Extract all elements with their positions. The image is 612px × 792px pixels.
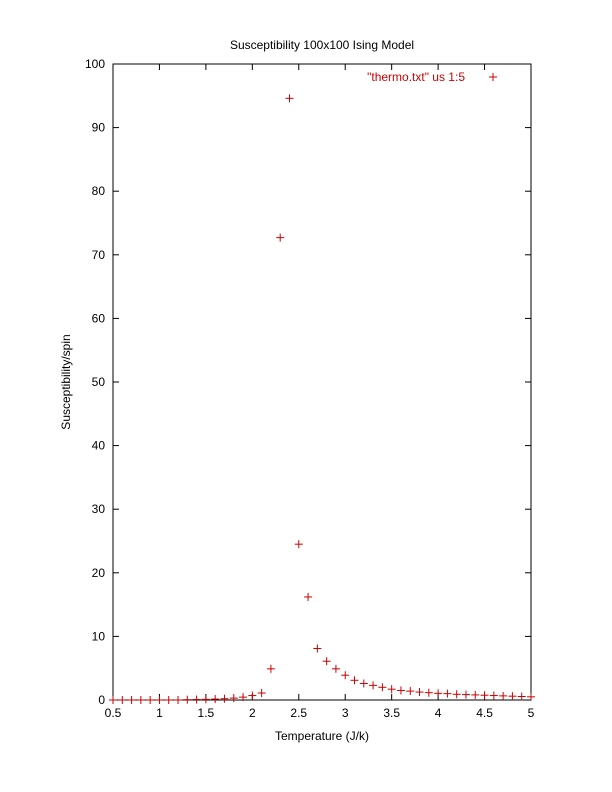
- x-tick-label: 2.5: [290, 706, 307, 720]
- data-point: [378, 683, 387, 692]
- data-point: [220, 694, 229, 703]
- x-tick-label: 0.5: [105, 706, 122, 720]
- data-point: [229, 694, 238, 703]
- data-point: [118, 696, 127, 704]
- x-tick-label: 3.5: [383, 706, 400, 720]
- chart-title: Susceptibility 100x100 Ising Model: [230, 38, 414, 52]
- plot-frame: [112, 63, 532, 701]
- x-axis-ticks: 0.5 1 1.5 2 2.5 3 3.5 4 4.5 5: [105, 64, 535, 720]
- data-point: [276, 233, 285, 242]
- y-tick-label: 40: [92, 439, 106, 453]
- data-point: [257, 689, 266, 698]
- data-point: [369, 681, 378, 690]
- y-tick-label: 10: [92, 629, 106, 643]
- data-point: [452, 690, 461, 699]
- data-point: [350, 676, 359, 685]
- y-tick-label: 0: [98, 693, 105, 707]
- data-point: [434, 689, 443, 698]
- y-tick-label: 60: [92, 311, 106, 325]
- data-point: [415, 688, 424, 697]
- x-tick-label: 5: [528, 706, 535, 720]
- data-point: [266, 664, 275, 673]
- y-axis-label: Susceptibility/spin: [59, 334, 73, 429]
- data-point: [341, 671, 350, 680]
- data-point: [294, 540, 303, 549]
- data-point: [285, 94, 294, 103]
- data-point: [313, 644, 322, 653]
- x-axis-label: Temperature (J/k): [275, 729, 369, 743]
- x-tick-label: 4: [435, 706, 442, 720]
- data-point: [183, 695, 192, 704]
- data-point: [201, 695, 210, 704]
- x-tick-label: 2: [249, 706, 256, 720]
- data-point: [248, 691, 257, 700]
- y-tick-label: 70: [92, 248, 106, 262]
- data-point: [146, 696, 155, 704]
- data-point: [109, 696, 117, 704]
- y-tick-label: 100: [85, 57, 105, 71]
- data-point: [322, 657, 331, 666]
- data-point: [136, 696, 145, 704]
- x-tick-label: 1: [156, 706, 163, 720]
- data-point: [331, 664, 340, 673]
- legend: "thermo.txt" us 1:5: [367, 70, 497, 84]
- data-point: [192, 695, 201, 704]
- y-tick-label: 80: [92, 184, 106, 198]
- data-point: [499, 691, 508, 700]
- data-point: [471, 690, 480, 699]
- x-tick-label: 4.5: [476, 706, 493, 720]
- legend-marker: [489, 73, 497, 81]
- data-point: [211, 695, 220, 704]
- data-point: [489, 691, 498, 700]
- data-point: [387, 685, 396, 694]
- y-tick-label: 90: [92, 121, 106, 135]
- data-point: [527, 692, 535, 701]
- data-points: [109, 94, 535, 704]
- data-point: [164, 696, 173, 704]
- data-point: [517, 692, 526, 701]
- data-point: [239, 693, 248, 702]
- legend-label: "thermo.txt" us 1:5: [367, 70, 465, 84]
- data-point: [174, 696, 183, 704]
- data-point: [508, 692, 517, 701]
- data-point: [359, 679, 368, 688]
- data-point: [396, 686, 405, 695]
- y-tick-label: 20: [92, 566, 106, 580]
- y-tick-label: 50: [92, 375, 106, 389]
- data-point: [304, 592, 313, 601]
- x-tick-label: 1.5: [198, 706, 215, 720]
- data-point: [155, 696, 164, 704]
- data-point: [127, 696, 136, 704]
- y-tick-label: 30: [92, 502, 106, 516]
- x-tick-label: 3: [342, 706, 349, 720]
- data-point: [406, 687, 415, 696]
- legend-marker-symbol: [489, 73, 497, 81]
- data-point: [424, 688, 433, 697]
- data-point: [461, 690, 470, 699]
- data-point: [443, 689, 452, 698]
- y-axis-ticks: 0 10 20 30 40 50 60 70 80 90 100: [85, 57, 531, 707]
- data-point: [480, 691, 489, 700]
